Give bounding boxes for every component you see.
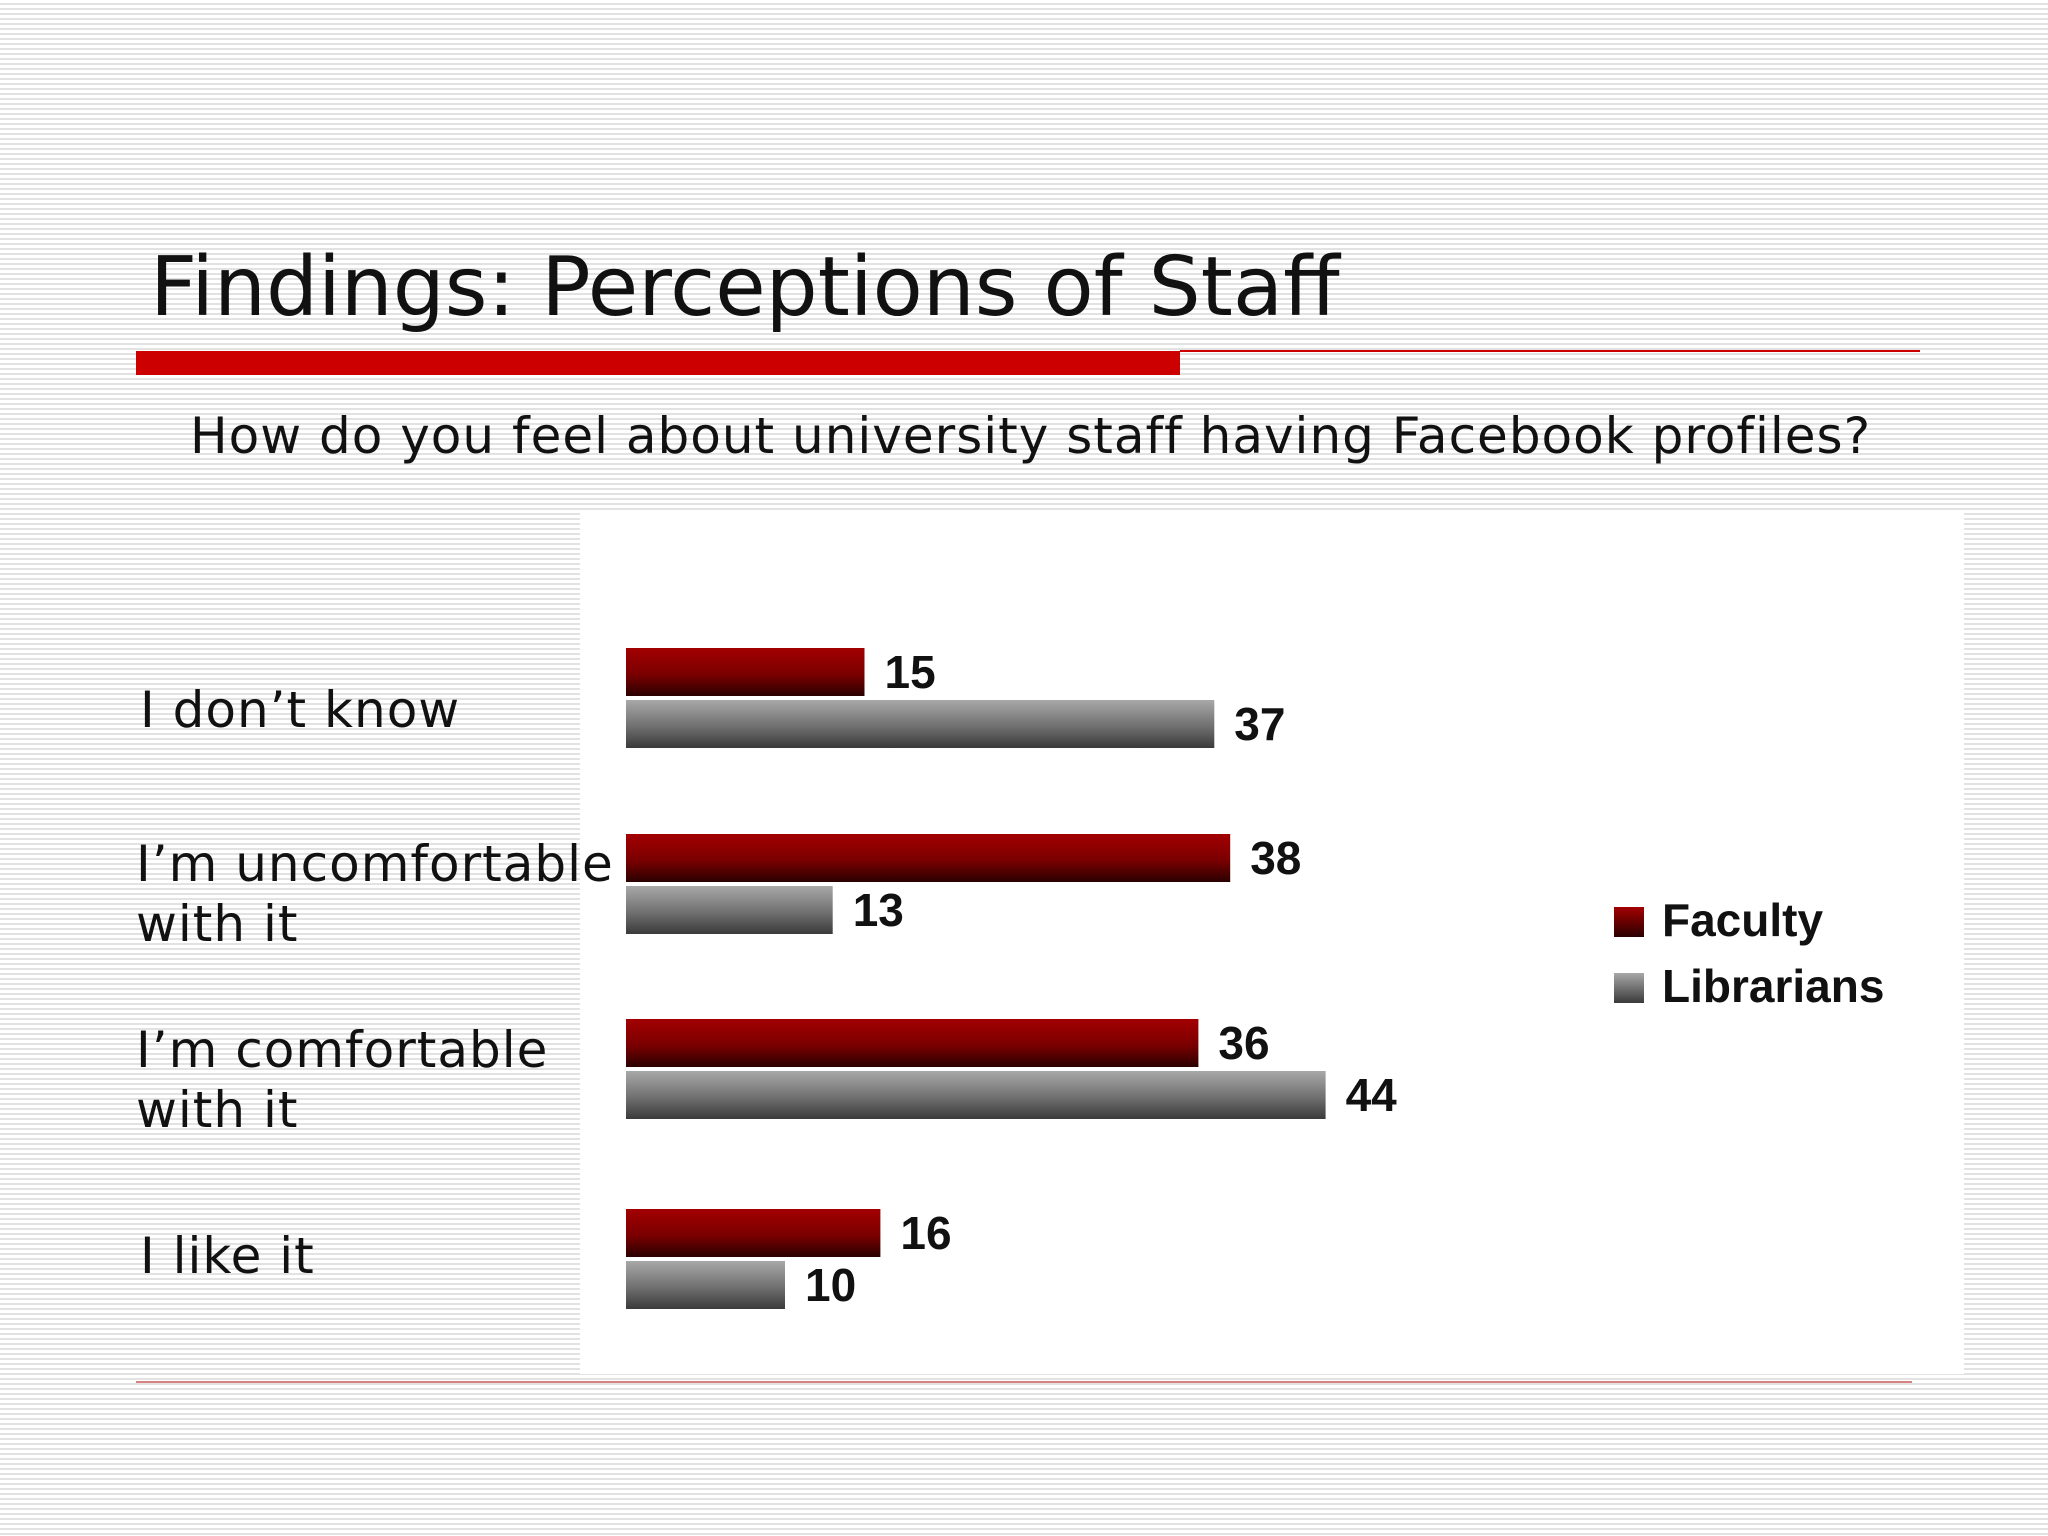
title-underline-thin [1180,350,1920,352]
title-underline-thick [136,351,1180,375]
chart-question: How do you feel about university staff h… [190,407,1872,465]
category-label-0-line-0: I don’t know [140,681,461,739]
bar-faculty-3 [626,1209,881,1257]
category-label-3: I like it [140,1226,315,1286]
bars-layer: 15 37 38 13 36 44 16 10 [626,646,1397,1311]
data-label-librarians-1: 13 [853,884,904,936]
slide-title: Findings: Perceptions of Staff [150,240,1340,335]
data-label-faculty-2: 36 [1218,1017,1269,1069]
bar-librarians-0 [626,700,1215,748]
data-label-faculty-3: 16 [900,1207,951,1259]
data-label-librarians-0: 37 [1234,698,1285,750]
data-label-faculty-0: 15 [885,646,936,698]
bar-faculty-0 [626,648,865,696]
category-label-0: I don’t know [140,680,460,740]
bar-librarians-2 [626,1071,1326,1119]
legend-label-faculty: Faculty [1662,894,1824,946]
category-label-1-line-0: I’m uncomfortable [136,835,614,893]
data-label-faculty-1: 38 [1250,832,1301,884]
category-label-2-line-1: with it [136,1081,299,1139]
data-label-librarians-2: 44 [1346,1069,1398,1121]
legend-label-librarians: Librarians [1662,960,1885,1012]
data-label-librarians-3: 10 [805,1259,856,1311]
bar-faculty-1 [626,834,1231,882]
bar-librarians-3 [626,1261,785,1309]
legend-swatch-librarians [1614,973,1644,1003]
bottom-divider [136,1381,1912,1383]
category-label-3-line-0: I like it [140,1227,315,1285]
chart-legend: Faculty Librarians [1614,895,1934,1015]
category-label-2: I’m comfortable with it [136,1020,548,1140]
category-label-1: I’m uncomfortable with it [136,834,614,954]
bar-librarians-1 [626,886,833,934]
category-label-2-line-0: I’m comfortable [136,1021,549,1079]
legend-swatch-faculty [1614,907,1644,937]
category-label-1-line-1: with it [136,895,299,953]
bar-faculty-2 [626,1019,1199,1067]
